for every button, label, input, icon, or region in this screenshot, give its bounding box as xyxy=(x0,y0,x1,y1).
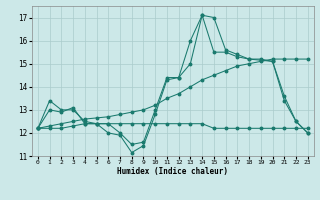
X-axis label: Humidex (Indice chaleur): Humidex (Indice chaleur) xyxy=(117,167,228,176)
